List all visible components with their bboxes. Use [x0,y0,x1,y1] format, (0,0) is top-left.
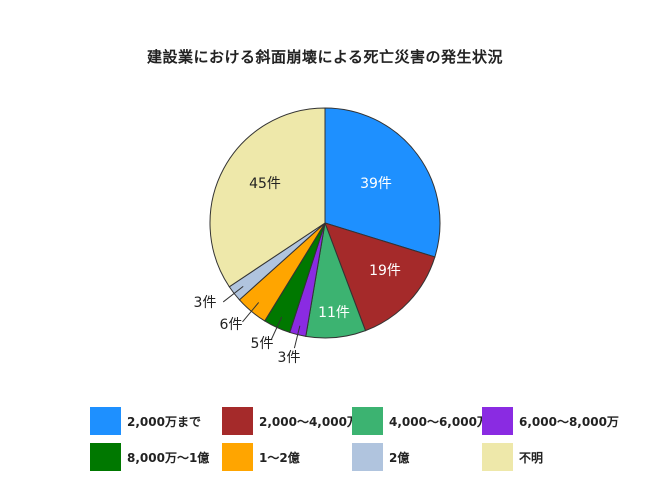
data-label: 3件 [278,350,301,366]
data-label: 39件 [360,176,392,192]
legend-swatch [482,407,513,435]
legend-swatch [222,407,253,435]
legend-swatch [352,407,383,435]
legend-swatch [90,407,121,435]
legend-label: 6,000～8,000万 [519,414,619,429]
legend-item: 8,000万～1億 [90,442,209,472]
legend-item: 2,000万まで [90,406,201,436]
pie-slice [209,107,326,288]
leader-line [293,325,301,349]
legend-swatch [90,443,121,471]
leader-line [242,302,260,323]
legend-label: 1～2億 [259,450,300,465]
chart-title: 建設業における斜面崩壊による死亡災害の発生状況 [146,48,504,66]
leader-line [270,316,283,341]
legend-item: 2億 [352,442,409,472]
legend-label: 不明 [519,450,544,465]
legend-swatch [222,443,253,471]
legend-item: 6,000～8,000万 [482,406,619,436]
legend-label: 2,000万まで [127,414,201,429]
data-label: 6件 [220,317,243,333]
legend-item: 1～2億 [222,442,300,472]
pie-slice [324,222,436,332]
legend-label: 4,000～6,000万 [389,414,489,429]
data-label: 11件 [318,305,350,321]
data-label: 5件 [251,336,274,352]
data-label: 3件 [194,295,217,311]
legend-label: 2億 [389,450,410,465]
legend-swatch [352,443,383,471]
legend-item: 不明 [482,442,543,472]
legend-item: 4,000～6,000万 [352,406,489,436]
legend-item: 2,000～4,000万 [222,406,359,436]
leader-line [222,286,244,303]
legend-label: 2,000～4,000万 [259,414,359,429]
data-label: 45件 [249,176,281,192]
pie-slice [324,107,441,258]
legend-swatch [482,443,513,471]
data-label: 19件 [369,263,401,279]
legend-label: 8,000万～1億 [127,450,210,465]
